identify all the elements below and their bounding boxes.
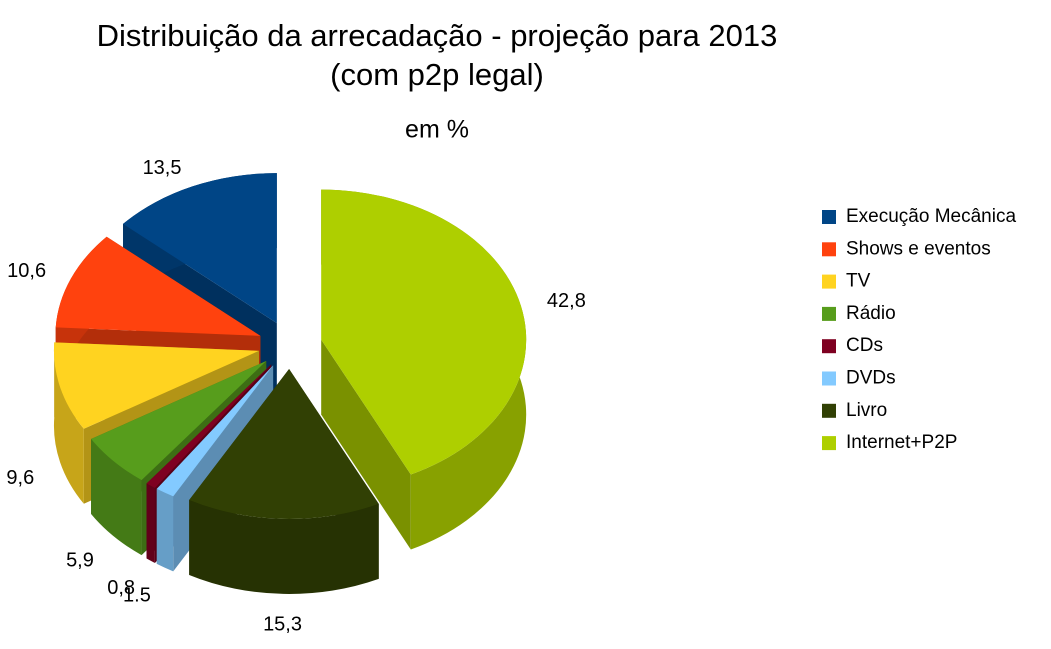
slice-top [189,368,379,519]
legend-label: DVDs [846,368,896,389]
slice [189,368,379,594]
data-label: 0,8 [107,577,135,599]
slice-wall [156,488,174,572]
legend-swatch [822,339,836,354]
data-label: 5,9 [66,550,94,572]
slice-top [321,189,527,475]
legend-swatch [822,436,836,451]
slice-wall [53,342,84,504]
slice-top [146,364,272,488]
data-label: 1.5 [123,585,151,607]
slice-top [53,342,259,429]
slice-side [321,339,411,550]
legend-label: CDs [846,335,883,356]
data-label: 10,6 [7,260,46,282]
legend-swatch [822,403,836,418]
legend-label: Internet+P2P [846,432,957,453]
legend-label: Shows e eventos [846,238,991,259]
legend-swatch [822,274,836,289]
legend-swatch [822,210,836,224]
slice-top [55,236,261,336]
chart-title: (com p2p legal) [330,57,544,92]
chart-title: Distribuição da arrecadação - projeção p… [97,18,778,53]
legend-swatch [822,306,836,321]
legend-label: TV [846,271,871,292]
slice [321,189,527,550]
chart-subtitle: em % [405,116,469,144]
slice-top [123,173,277,324]
data-label: 15,3 [263,614,302,636]
slice-top [91,361,267,481]
slice-top [156,365,274,497]
legend-swatch [822,371,836,386]
slice-wall [91,439,142,556]
legend-label: Execução Mecânica [846,206,1016,227]
slice-wall [189,499,379,594]
legend-swatch [822,242,836,257]
slice-wall [146,483,155,563]
data-label: 42,8 [547,290,586,312]
legend-label: Rádio [846,303,896,324]
legend-label: Livro [846,400,887,421]
data-label: 9,6 [6,467,34,489]
data-label: 13,5 [143,157,182,179]
